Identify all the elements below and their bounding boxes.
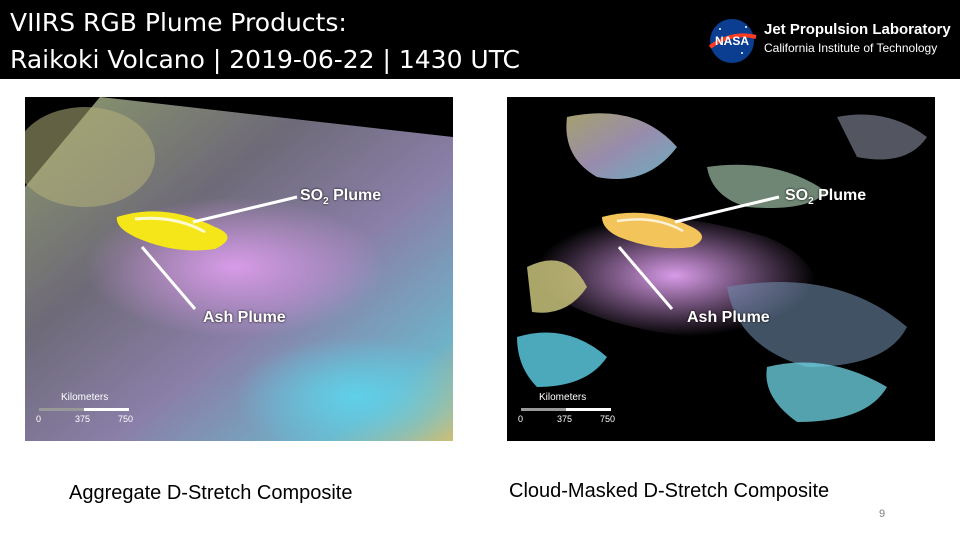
- scale-tick-0: 0: [36, 414, 42, 424]
- scale-tick-750: 750: [600, 414, 616, 424]
- scale-tick-375: 375: [557, 414, 573, 424]
- left-satellite-image: SO2 Plume Ash Plume Kilometers 0 375 750: [25, 97, 453, 441]
- logo-org-name: Jet Propulsion Laboratory: [764, 21, 951, 38]
- scale-tick-0: 0: [518, 414, 524, 424]
- so2-plume-label: SO2 Plume: [300, 187, 382, 208]
- right-image-graphic: [507, 97, 935, 441]
- title-line-1: VIIRS RGB Plume Products:: [10, 8, 347, 37]
- left-image-graphic: [25, 97, 453, 441]
- left-caption: Aggregate D-Stretch Composite: [69, 482, 353, 504]
- nasa-meatball-icon: NASA: [708, 19, 757, 63]
- slide-title: VIIRS RGB Plume Products: Raikoki Volcan…: [10, 4, 520, 78]
- right-satellite-image: SO2 Plume Ash Plume Kilometers 0 375 750: [507, 97, 935, 441]
- right-caption: Cloud-Masked D-Stretch Composite: [509, 480, 830, 502]
- so2-plume-label: SO2 Plume: [785, 187, 867, 208]
- logo-org-subtitle: California Institute of Technology: [764, 41, 938, 55]
- ash-plume-label: Ash Plume: [203, 309, 286, 326]
- nasa-logo-text: NASA: [715, 34, 749, 48]
- title-bar: VIIRS RGB Plume Products: Raikoki Volcan…: [0, 0, 960, 79]
- ash-plume-label: Ash Plume: [687, 309, 770, 326]
- scale-bar-title: Kilometers: [539, 392, 587, 403]
- page-number: 9: [879, 508, 886, 520]
- scale-tick-750: 750: [118, 414, 134, 424]
- jpl-logo: NASA Jet Propulsion Laboratory Californi…: [706, 17, 951, 65]
- title-line-2: Raikoki Volcano | 2019-06-22 | 1430 UTC: [10, 45, 520, 74]
- scale-tick-375: 375: [75, 414, 91, 424]
- scale-bar-title: Kilometers: [61, 392, 109, 403]
